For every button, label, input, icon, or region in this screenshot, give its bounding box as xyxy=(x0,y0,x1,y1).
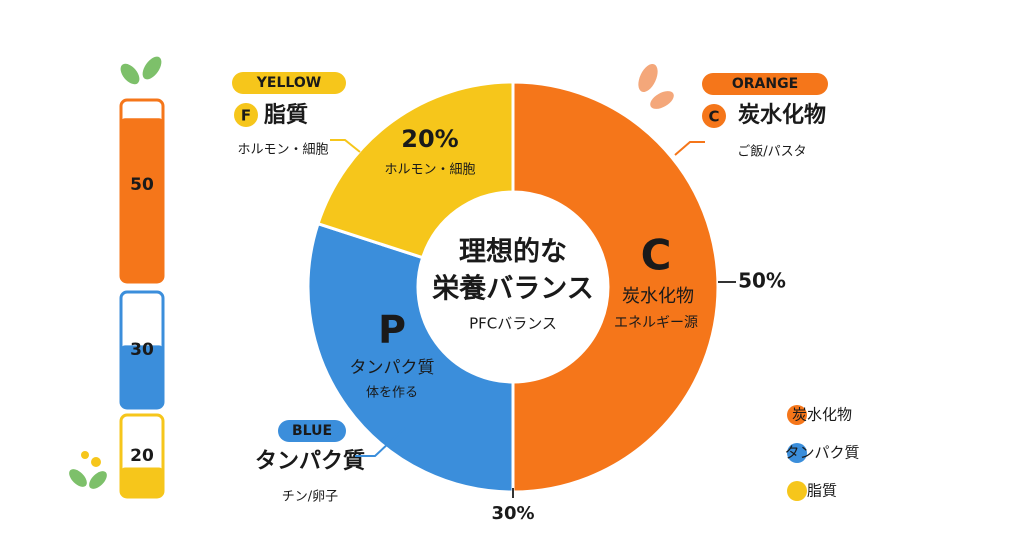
callout-note: ご飯/パスタ xyxy=(737,144,806,160)
slice-letter: P xyxy=(378,308,406,352)
letter-badge xyxy=(702,104,726,128)
badge-letter: C xyxy=(708,108,719,126)
leader xyxy=(355,427,406,457)
slice-name: タンパク質 xyxy=(350,358,435,378)
callout-name: タンパク質 xyxy=(255,449,365,474)
legend-label: タンパク質 xyxy=(784,444,859,462)
callout-name: 脂質 xyxy=(264,102,308,128)
bar-fill xyxy=(121,345,163,408)
badge-letter: F xyxy=(241,107,251,125)
decor xyxy=(69,56,674,489)
bar-value: 50 xyxy=(130,175,154,195)
leader xyxy=(674,141,705,156)
value-label: 30% xyxy=(491,503,534,524)
subtitle: PFCバランス xyxy=(469,315,557,333)
leader xyxy=(330,139,361,153)
callout-note: ホルモン・細胞 xyxy=(237,143,328,158)
legend-label: 炭水化物 xyxy=(792,406,852,424)
slice-desc: ホルモン・細胞 xyxy=(384,163,475,178)
legend-label: 脂質 xyxy=(807,482,837,500)
callout-name: 炭水化物 xyxy=(738,102,826,128)
slice-name: 炭水化物 xyxy=(622,286,694,307)
tag xyxy=(702,73,828,95)
value-label: 20% xyxy=(401,125,458,153)
legend-icon xyxy=(787,405,807,425)
donut-slice xyxy=(306,221,515,494)
legend-icon xyxy=(787,443,807,463)
slice-letter: C xyxy=(641,231,672,280)
tag xyxy=(232,72,346,94)
tag-label: ORANGE xyxy=(732,76,798,92)
tag-label: YELLOW xyxy=(256,75,321,91)
bar-fill xyxy=(121,467,163,497)
tag xyxy=(278,420,346,442)
tag-label: BLUE xyxy=(292,423,332,439)
title-line: 栄養バランス xyxy=(431,273,593,305)
donut-slice xyxy=(511,80,720,494)
title-line: 理想的な xyxy=(459,236,567,268)
value-label: 50% xyxy=(738,269,786,293)
slice-desc: エネルギー源 xyxy=(614,315,698,331)
callout-note: チン/卵子 xyxy=(282,490,338,505)
slice-desc: 体を作る xyxy=(366,386,418,401)
letter-badge xyxy=(234,103,258,127)
donut-slice xyxy=(316,80,515,260)
bar-fill xyxy=(121,118,163,282)
legend-icon xyxy=(787,481,807,501)
bar-value: 20 xyxy=(130,446,154,466)
bar-value: 30 xyxy=(130,340,154,360)
